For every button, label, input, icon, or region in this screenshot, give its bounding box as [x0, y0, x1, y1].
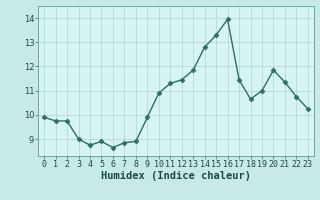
X-axis label: Humidex (Indice chaleur): Humidex (Indice chaleur) [101, 171, 251, 181]
